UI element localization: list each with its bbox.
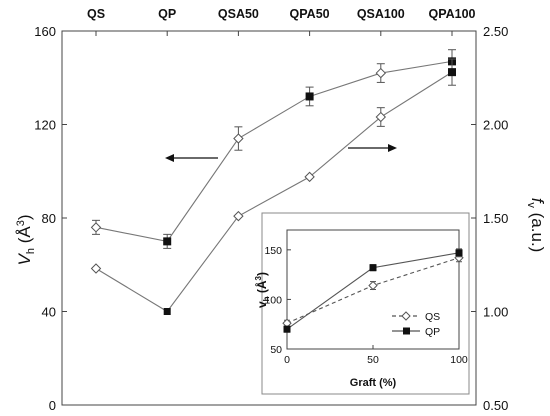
series-left-point bbox=[305, 92, 314, 101]
inset-series-qs-point bbox=[368, 280, 378, 291]
series-right-point bbox=[304, 171, 315, 183]
inset-series-layer bbox=[282, 248, 464, 333]
arrow-right-annotation bbox=[348, 144, 397, 152]
series-right-line bbox=[95, 71, 453, 313]
inset-x-tick-label: 0 bbox=[284, 354, 290, 366]
left-tick-label: 40 bbox=[42, 305, 56, 320]
left-title-main: V bbox=[15, 253, 34, 266]
inset-background bbox=[261, 212, 470, 395]
category-label: QPA50 bbox=[290, 7, 330, 21]
left-title-sup: 3 bbox=[15, 220, 27, 226]
category-label: QPA100 bbox=[428, 7, 475, 21]
inset-title-unit-close: ) bbox=[255, 272, 269, 276]
inset-title-sup: 3 bbox=[254, 275, 263, 280]
inset-series-qp-point bbox=[369, 264, 377, 272]
series-left-line bbox=[95, 60, 453, 242]
inset-x-tick-label: 50 bbox=[367, 354, 379, 366]
right-title-unit: (a.u.) bbox=[528, 208, 547, 252]
left-title-sub: h bbox=[25, 248, 37, 254]
main-right-tick-labels: 0.50 1.00 1.50 2.00 2.50 bbox=[483, 24, 508, 413]
inset-series-qp-point bbox=[455, 249, 463, 257]
series-right-point bbox=[233, 210, 244, 222]
legend-label-qs: QS bbox=[425, 311, 440, 323]
inset-x-tick-label: 100 bbox=[450, 354, 468, 366]
inset-x-axis-title: Graft (%) bbox=[350, 377, 397, 389]
right-tick-label: 0.50 bbox=[483, 398, 508, 413]
arrow-left-annotation bbox=[165, 154, 218, 162]
right-tick-label: 1.50 bbox=[483, 211, 508, 226]
right-title-main: f bbox=[528, 198, 547, 205]
inset-y-axis-title: vh (Å3) bbox=[254, 272, 271, 308]
main-right-axis-title: fv (a.u.) bbox=[525, 198, 547, 253]
right-tick-label: 1.00 bbox=[483, 305, 508, 320]
legend-label-qp: QP bbox=[425, 326, 440, 338]
inset-x-tick-labels: 0 50 100 bbox=[284, 354, 468, 366]
series-right-point bbox=[448, 68, 456, 77]
left-title-unit-close: ) bbox=[15, 215, 34, 221]
main-left-tick-labels: 0 40 80 120 160 bbox=[34, 24, 56, 413]
left-tick-label: 80 bbox=[42, 211, 56, 226]
series-right-point bbox=[163, 308, 171, 315]
legend-swatch-qs-marker bbox=[401, 311, 411, 321]
series-left-point bbox=[90, 222, 102, 233]
series-left-point bbox=[233, 133, 244, 144]
legend-entry-qp: QP bbox=[392, 326, 440, 338]
inset-legend: QS QP bbox=[392, 311, 440, 338]
series-left-point bbox=[375, 67, 387, 79]
legend-swatch-qp-marker bbox=[403, 327, 410, 335]
inset-y-tick-label: 100 bbox=[264, 294, 282, 306]
left-title-unit-open: (Å bbox=[15, 226, 34, 248]
right-tick-label: 2.00 bbox=[483, 118, 508, 133]
inset-y-tick-label: 50 bbox=[270, 344, 282, 356]
right-title-sub: v bbox=[525, 202, 537, 208]
main-axis-ticks bbox=[62, 30, 476, 406]
series-right-point bbox=[375, 111, 387, 123]
category-label: QP bbox=[158, 7, 176, 21]
inset-y-tick-labels: 50 100 150 bbox=[264, 245, 282, 356]
inset-axis-ticks bbox=[286, 249, 460, 350]
inset-title-unit-open: (Å bbox=[254, 280, 269, 296]
series-right-point bbox=[90, 263, 102, 274]
left-tick-label: 120 bbox=[34, 118, 56, 133]
left-tick-label: 0 bbox=[49, 398, 56, 413]
series-left-point bbox=[163, 237, 172, 246]
legend-entry-qs: QS bbox=[392, 311, 440, 323]
category-label: QSA50 bbox=[218, 7, 259, 21]
inset-title-sub: h bbox=[262, 296, 271, 301]
category-label: QSA100 bbox=[357, 7, 405, 21]
category-label: QS bbox=[87, 7, 105, 21]
inset-title-main: v bbox=[255, 301, 269, 308]
main-category-labels: QS QP QSA50 QPA50 QSA100 QPA100 bbox=[87, 7, 476, 21]
main-series-layer bbox=[90, 49, 456, 315]
right-tick-label: 2.50 bbox=[483, 24, 508, 39]
left-tick-label: 160 bbox=[34, 24, 56, 39]
main-left-axis-title: Vh (Å3) bbox=[15, 215, 37, 266]
inset-series-qp-point bbox=[283, 325, 291, 333]
inset-y-tick-label: 150 bbox=[264, 245, 282, 257]
